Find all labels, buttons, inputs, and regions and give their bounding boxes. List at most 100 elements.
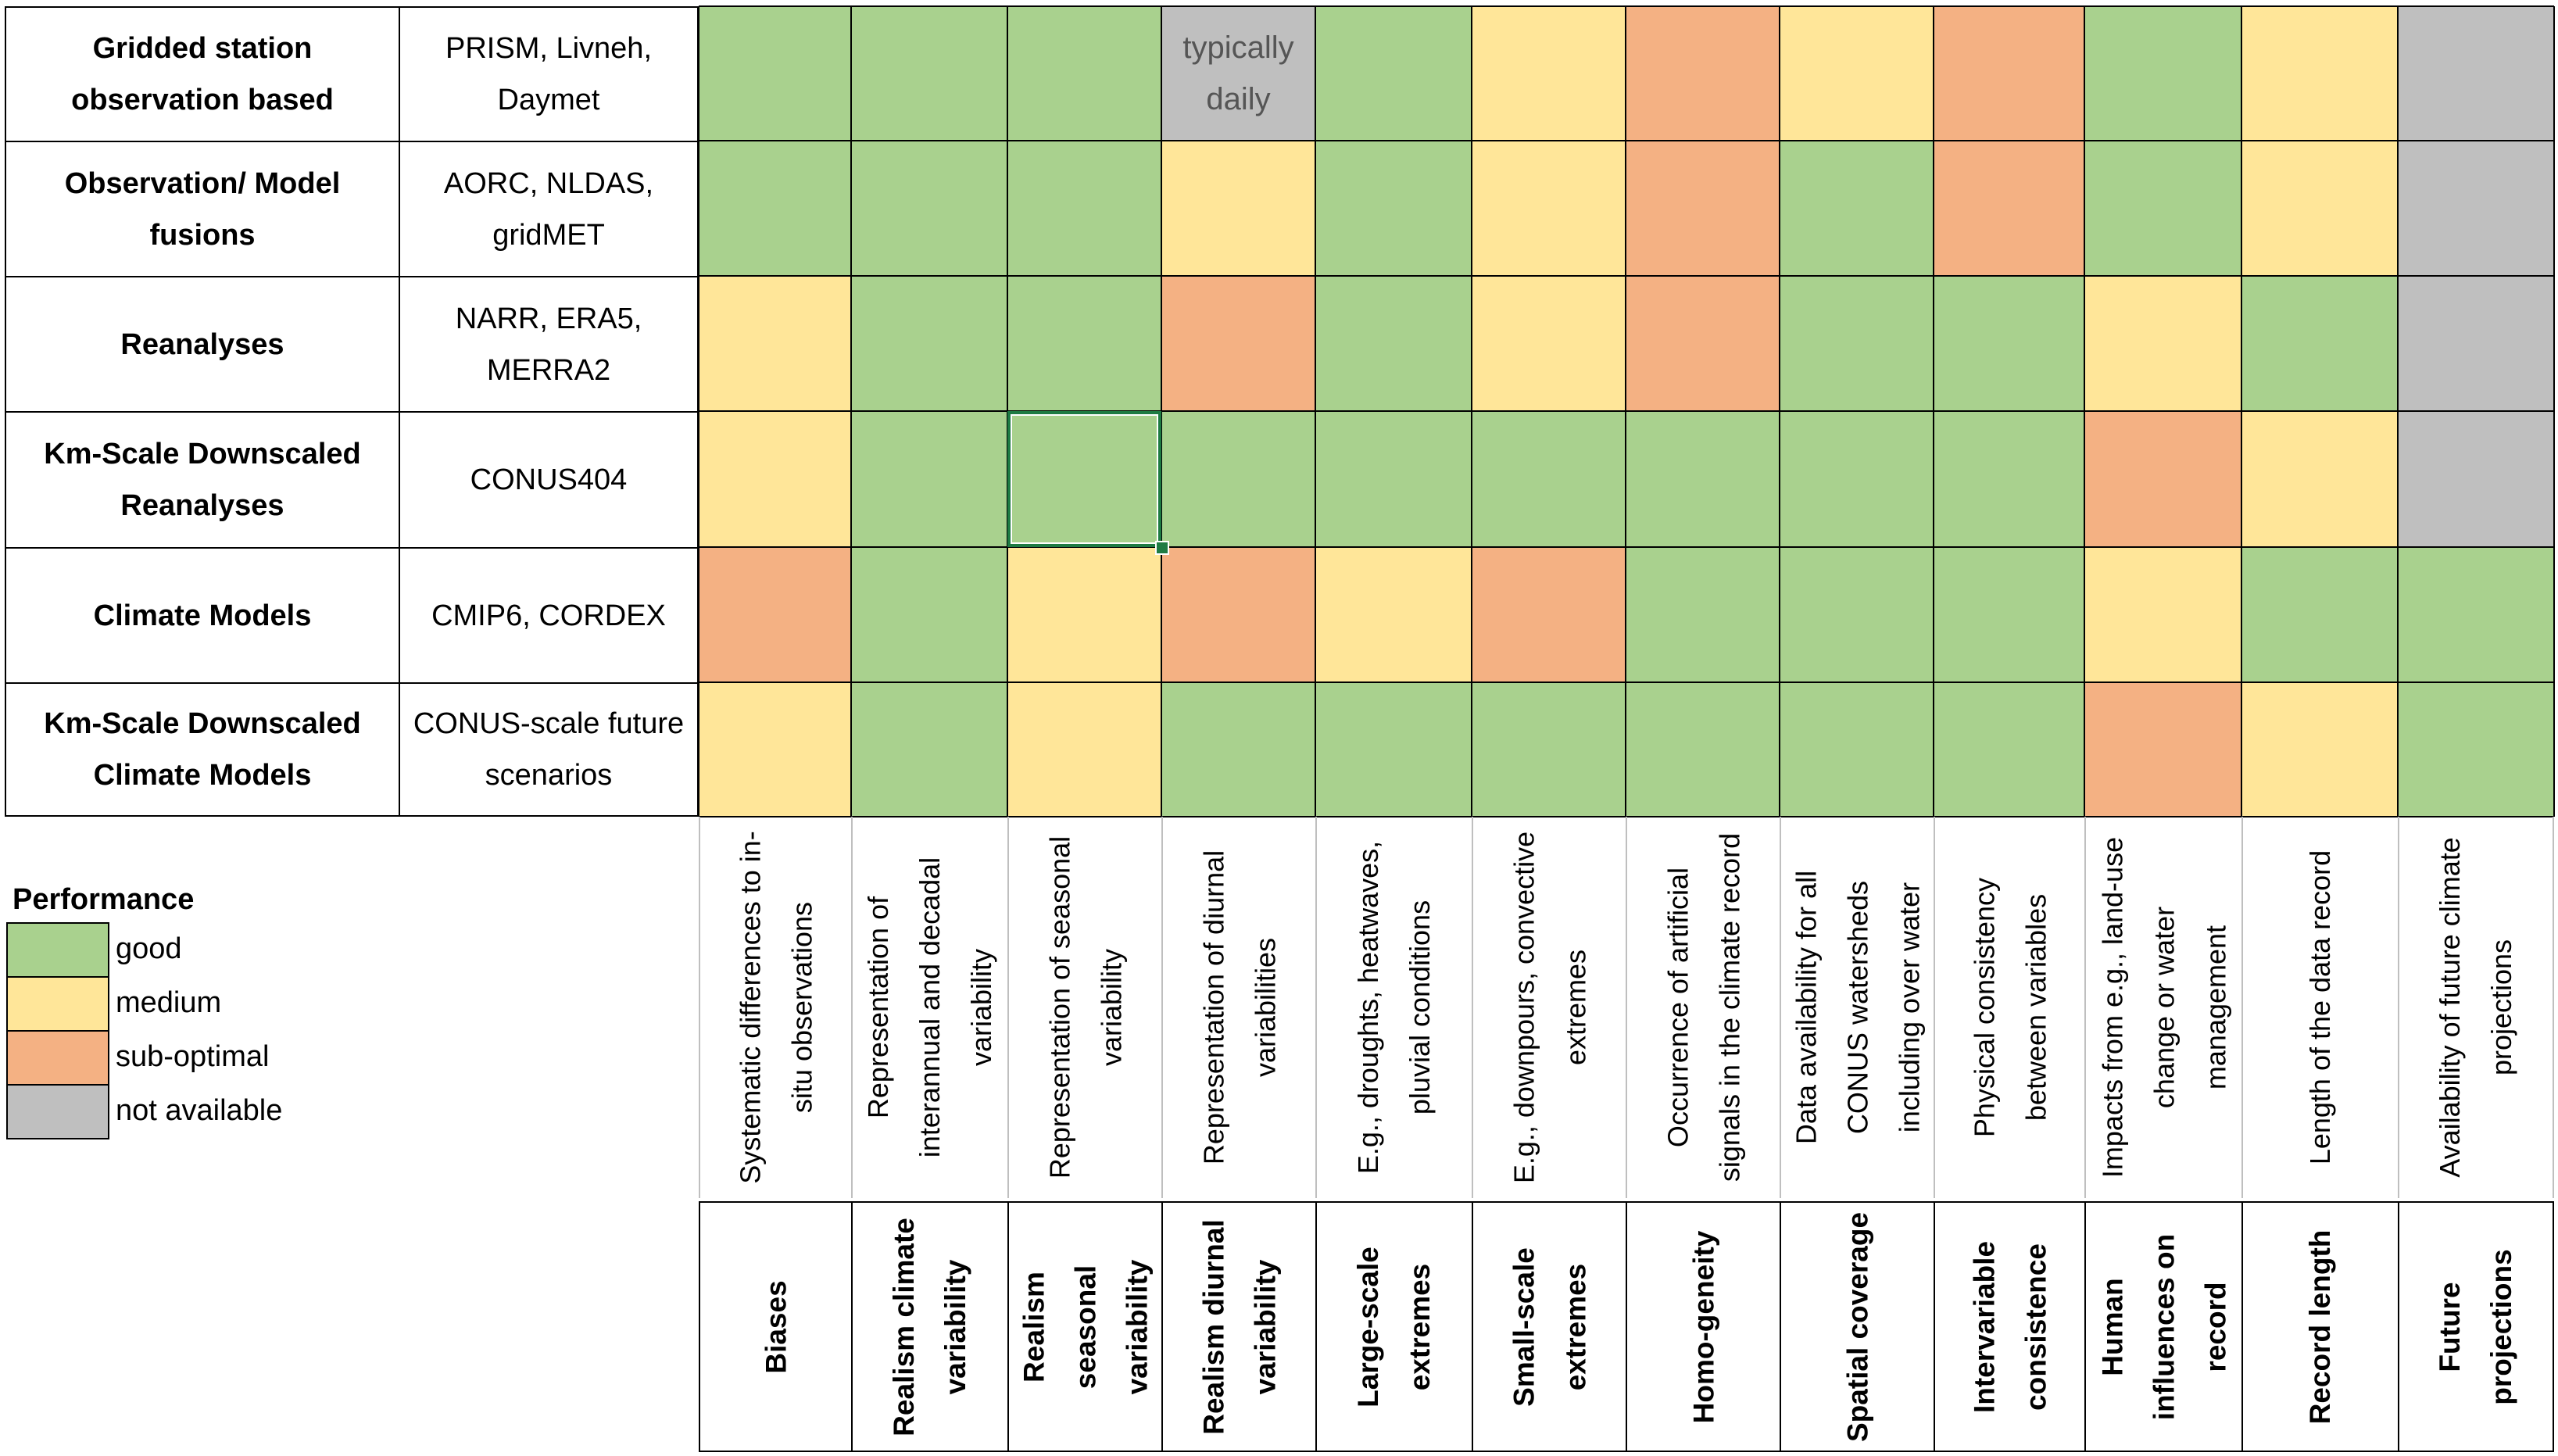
rating-cell[interactable] — [1472, 682, 1626, 817]
rating-cell[interactable] — [1934, 276, 2084, 411]
rating-cell[interactable] — [1626, 411, 1780, 547]
rating-cell[interactable] — [1161, 547, 1315, 682]
rating-cell[interactable] — [1780, 547, 1934, 682]
rating-cell[interactable] — [1315, 276, 1472, 411]
rating-cell[interactable] — [2084, 682, 2241, 817]
column-header-text: Future projections — [2434, 1248, 2517, 1405]
rating-cell[interactable] — [2241, 6, 2398, 141]
column-header: Homo-geneity — [1626, 1201, 1780, 1452]
column-description: E.g., downpours, convective extremes — [1472, 817, 1626, 1198]
rating-cell[interactable] — [1007, 547, 1161, 682]
rating-cell[interactable] — [1315, 411, 1472, 547]
rating-cell[interactable] — [699, 682, 851, 817]
rating-cell[interactable] — [699, 6, 851, 141]
rating-cell[interactable] — [1161, 411, 1315, 547]
rating-cell[interactable] — [1007, 682, 1161, 817]
rating-cell[interactable] — [1934, 682, 2084, 817]
rating-cell[interactable] — [1472, 6, 1626, 141]
rating-cell[interactable] — [2398, 682, 2554, 817]
rating-cell[interactable] — [1780, 276, 1934, 411]
rating-cell[interactable] — [1626, 276, 1780, 411]
rating-cell[interactable] — [1161, 6, 1315, 141]
selected-cell-outline[interactable] — [1007, 411, 1161, 547]
rating-cell[interactable] — [2398, 411, 2554, 547]
rating-cell[interactable] — [1626, 6, 1780, 141]
rating-cell[interactable] — [1007, 141, 1161, 276]
rating-cell[interactable] — [699, 141, 851, 276]
row-examples: CMIP6, CORDEX — [400, 547, 699, 684]
column-description-text: Representation of interannual and decada… — [862, 857, 997, 1158]
column-header-text: Intervariable consistence — [1967, 1240, 2052, 1413]
rating-cell[interactable] — [1780, 682, 1934, 817]
rating-cell[interactable] — [2241, 141, 2398, 276]
rating-cell[interactable] — [2084, 141, 2241, 276]
rating-cell[interactable] — [2241, 411, 2398, 547]
rating-cell[interactable] — [1626, 547, 1780, 682]
rating-cell[interactable] — [2398, 141, 2554, 276]
rating-cell[interactable] — [2084, 411, 2241, 547]
row-name: Gridded station observation based — [5, 6, 400, 142]
rating-cell[interactable] — [2241, 547, 2398, 682]
column-description: Availability of future climate projectio… — [2398, 817, 2554, 1198]
rating-cell[interactable] — [2241, 682, 2398, 817]
rating-cell[interactable] — [1780, 6, 1934, 141]
rating-cell[interactable] — [851, 547, 1007, 682]
rating-cell[interactable] — [1934, 411, 2084, 547]
rating-cell[interactable] — [851, 6, 1007, 141]
rating-cell[interactable] — [1472, 547, 1626, 682]
grid-line — [699, 275, 2554, 277]
rating-cell[interactable] — [699, 276, 851, 411]
rating-cell[interactable] — [1472, 141, 1626, 276]
rating-cell[interactable] — [1934, 547, 2084, 682]
rating-cell[interactable] — [1007, 6, 1161, 141]
rating-cell[interactable] — [1780, 411, 1934, 547]
rating-cell[interactable] — [1315, 6, 1472, 141]
legend-label: medium — [116, 986, 222, 1019]
rating-cell[interactable] — [2398, 547, 2554, 682]
cell-note: typically daily — [1161, 6, 1315, 141]
grid-line — [699, 5, 2554, 7]
rating-cell[interactable] — [1007, 411, 1161, 547]
rating-cell[interactable] — [1472, 276, 1626, 411]
rating-cell[interactable] — [851, 141, 1007, 276]
column-description: Representation of interannual and decada… — [851, 817, 1007, 1198]
rating-cell[interactable] — [2398, 276, 2554, 411]
rating-cell[interactable] — [1007, 276, 1161, 411]
rating-cell[interactable] — [1161, 276, 1315, 411]
legend-label: not available — [116, 1094, 283, 1127]
rating-cell[interactable] — [1626, 682, 1780, 817]
rating-cell[interactable] — [1934, 141, 2084, 276]
row-name: Km-Scale Downscaled Reanalyses — [5, 411, 400, 549]
rating-cell[interactable] — [1626, 141, 1780, 276]
column-description-text: Impacts from e.g., land-use change or wa… — [2095, 836, 2231, 1179]
legend-swatch — [6, 1084, 109, 1139]
rating-cell[interactable] — [1934, 6, 2084, 141]
row-examples: CONUS-scale future scenarios — [400, 682, 699, 817]
rating-cell[interactable] — [2398, 6, 2554, 141]
rating-cell[interactable] — [851, 411, 1007, 547]
column-header: Biases — [699, 1201, 851, 1452]
rating-cell[interactable] — [1315, 547, 1472, 682]
rating-cell[interactable] — [2084, 276, 2241, 411]
rating-cell[interactable] — [1315, 682, 1472, 817]
column-description: Impacts from e.g., land-use change or wa… — [2084, 817, 2241, 1198]
rating-cell[interactable] — [851, 682, 1007, 817]
rating-cell[interactable] — [1161, 682, 1315, 817]
row-name: Climate Models — [5, 547, 400, 684]
legend-label: sub-optimal — [116, 1040, 270, 1073]
rating-cell[interactable] — [1161, 141, 1315, 276]
rating-cell[interactable] — [699, 547, 851, 682]
rating-cell[interactable] — [1780, 141, 1934, 276]
rating-cell[interactable] — [851, 276, 1007, 411]
rating-cell[interactable] — [699, 411, 851, 547]
rating-cell[interactable] — [2084, 6, 2241, 141]
rating-cell[interactable] — [2241, 276, 2398, 411]
column-description-text: Availability of future climate projectio… — [2434, 837, 2517, 1178]
rating-cell[interactable] — [2084, 547, 2241, 682]
row-examples: PRISM, Livneh, Daymet — [400, 6, 699, 142]
selection-fill-handle[interactable] — [1155, 541, 1169, 555]
rating-cell[interactable] — [1315, 141, 1472, 276]
rating-cell[interactable] — [1472, 411, 1626, 547]
row-examples: CONUS404 — [400, 411, 699, 549]
